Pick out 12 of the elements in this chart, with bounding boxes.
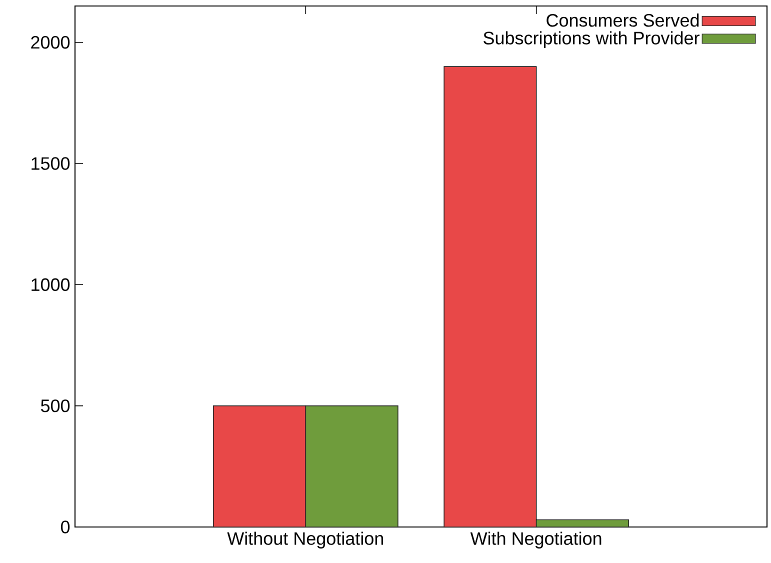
bar	[444, 66, 537, 527]
bar	[213, 405, 306, 527]
y-tick-label: 1000	[32, 278, 70, 292]
x-tick-label: Without Negotiation	[227, 532, 384, 548]
y-tick-label: 500	[40, 399, 70, 412]
x-tick-label: With Negotiation	[470, 532, 602, 548]
y-tick-label: 1500	[32, 157, 70, 170]
legend-label: Subscriptions with Provider	[484, 31, 700, 48]
y-tick-label: 0	[60, 520, 70, 534]
bar	[305, 405, 398, 527]
legend-label: Consumers Served	[546, 14, 699, 27]
y-tick-label: 2000	[31, 36, 70, 49]
